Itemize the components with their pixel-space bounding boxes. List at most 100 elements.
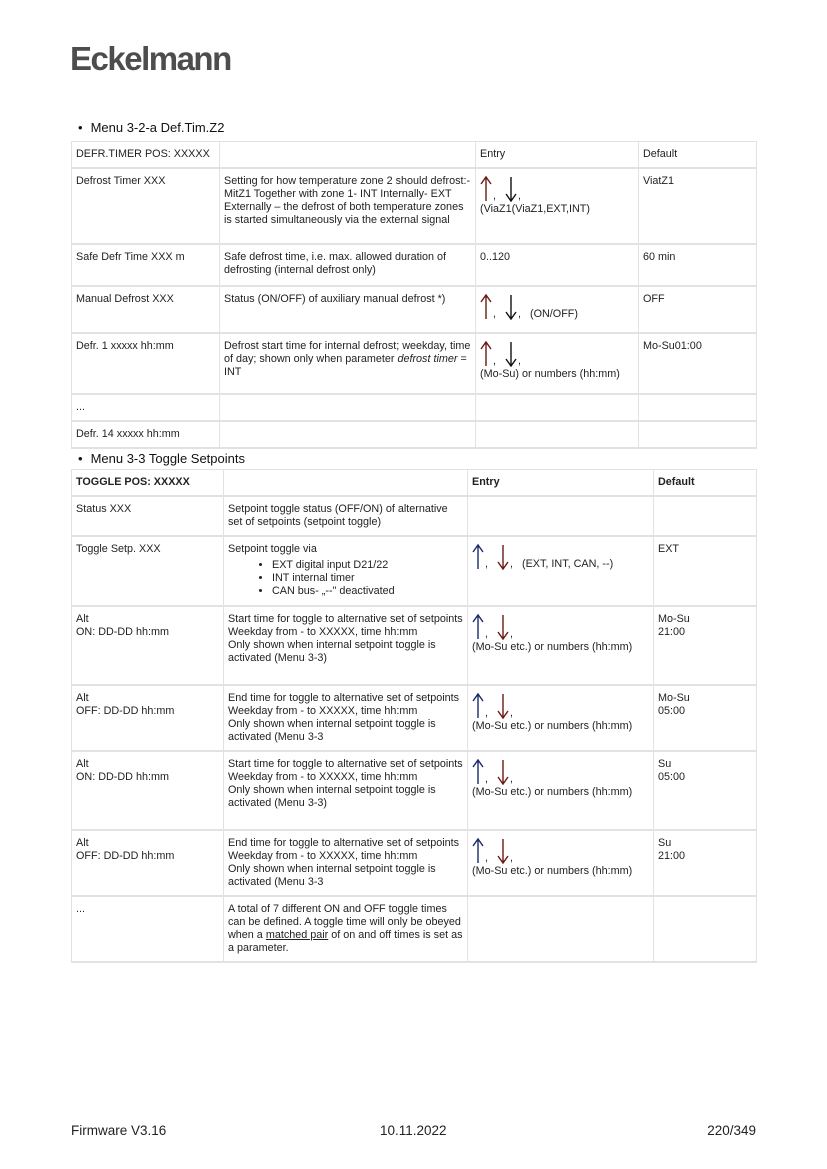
parameter-name-cell: Alt ON: DD-DD hh:mm [71,750,224,831]
default-value-line2: 05:00 [658,705,686,717]
column-header: Default [653,469,757,497]
entry-cell: ,, (Mo-Su etc.) or numbers (hh:mm) [467,684,654,752]
entry-text: (ViaZ1(ViaZ1,EXT,INT) [480,203,590,215]
description-cell: Status (ON/OFF) of auxiliary manual defr… [219,285,476,334]
description-line2: Weekday from - to XXXXX, time hh:mm [228,850,418,862]
entry-value: ,, (EXT, INT, CAN, --) [472,543,649,571]
arrow-up-icon [472,758,484,784]
description-cell: A total of 7 different ON and OFF toggle… [223,895,468,963]
description-text: Setpoint toggle via [228,543,317,555]
default-value: Su [658,837,672,849]
table-row: Defrost Timer XXX Setting for how tempera… [71,167,757,245]
default-cell [653,495,757,537]
entry-text: (Mo-Su etc.) or numbers (hh:mm) [472,641,633,653]
parameter-name-cell: ... [71,895,224,963]
parameter-name: Status XXX [76,503,132,515]
table-row: Alt OFF: DD-DD hh:mm End time for toggle t… [71,684,757,752]
description-cell [219,393,476,422]
description-line3: Only shown when internal setpoint toggle… [228,639,436,664]
description-cell: Start time for toggle to alternative set… [223,750,468,831]
section-title: Menu 3-2-a Def.Tim.Z2 [90,120,225,135]
entry-value: ,, (Mo-Su) or numbers (hh:mm) [480,340,634,381]
column-header: TOGGLE POS: XXXXX [71,469,224,497]
footer-date: 10.11.2022 [380,1123,447,1138]
default-value: OFF [643,293,665,305]
default-cell [653,895,757,963]
bullet-item: EXT digital input D21/22 [272,559,463,572]
parameter-name-cell: Defrost Timer XXX [71,167,220,245]
entry-cell [475,393,639,422]
default-cell: OFF [638,285,757,334]
eckelmann-logo: Eckelmann [70,40,232,77]
parameter-name-cell: Status XXX [71,495,224,537]
entry-value: ,, (Mo-Su etc.) or numbers (hh:mm) [472,692,649,733]
table-row: Defr. 1 xxxxx hh:mm Defrost start time fo… [71,332,757,395]
column-header: Entry [475,141,639,169]
entry-cell: ,, (EXT, INT, CAN, --) [467,535,654,607]
description-line2: Weekday from - to XXXXX, time hh:mm [228,705,418,717]
default-cell: 60 min [638,243,757,287]
default-value: Mo-Su [658,613,690,625]
default-value: EXT [658,543,679,555]
description-cell [219,420,476,449]
parameter-name: Defrost Timer XXX [76,175,166,187]
table-row: Defr. 14 xxxxx hh:mm [71,420,757,449]
default-cell: Mo-Su 05:00 [653,684,757,752]
parameter-name-cell: Alt OFF: DD-DD hh:mm [71,684,224,752]
parameter-name-cell: Alt ON: DD-DD hh:mm [71,605,224,686]
column-header [219,141,476,169]
entry-value: ,, (Mo-Su etc.) or numbers (hh:mm) [472,837,649,878]
parameter-name-line2: OFF: DD-DD hh:mm [76,850,175,862]
entry-cell [467,895,654,963]
description-cell: End time for toggle to alternative set o… [223,829,468,897]
table-row: Status XXX Setpoint toggle status (OFF/ON… [71,495,757,537]
default-cell: ViatZ1 [638,167,757,245]
bullet-item: CAN bus- „--" deactivated [272,585,463,598]
column-header: Default [638,141,757,169]
default-value: Mo-Su [658,692,690,704]
default-cell: Mo-Su01:00 [638,332,757,395]
description-cell: Setpoint toggle status (OFF/ON) of alter… [223,495,468,537]
table-header-row: TOGGLE POS: XXXXX Entry Default [71,469,757,497]
arrow-up-icon [480,175,492,201]
toggle-setpoints-table: TOGGLE POS: XXXXX Entry Default Status XXX S… [71,469,757,963]
entry-value: ,, (ON/OFF) [480,293,634,321]
table-row: ... A total of 7 different ON and OFF tog… [71,895,757,963]
arrow-up-icon [472,613,484,639]
table-row: ... [71,393,757,422]
default-cell [638,393,757,422]
parameter-name: ... [76,903,85,915]
arrow-up-icon [472,692,484,718]
description-text: Status (ON/OFF) of auxiliary manual defr… [224,293,446,305]
description-cell: Defrost start time for internal defrost;… [219,332,476,395]
table-row: Toggle Setp. XXX Setpoint toggle via EXT d… [71,535,757,607]
default-cell: EXT [653,535,757,607]
parameter-name: Safe Defr Time XXX m [76,251,185,263]
description-line3: Only shown when internal setpoint toggle… [228,863,436,888]
parameter-name-cell: Defr. 14 xxxxx hh:mm [71,420,220,449]
arrow-down-icon [505,342,517,368]
entry-cell [475,420,639,449]
arrow-down-icon [497,839,509,865]
footer-page-number: 220/349 [707,1123,756,1138]
arrow-up-icon [480,340,492,366]
default-value: 60 min [643,251,676,263]
parameter-name-cell: Alt OFF: DD-DD hh:mm [71,829,224,897]
description-text: Safe defrost time, i.e. max. allowed dur… [224,251,447,276]
description-line2: Weekday from - to XXXXX, time hh:mm [228,626,418,638]
entry-text: (EXT, INT, CAN, --) [522,558,614,570]
description-text: Start time for toggle to alternative set… [228,758,463,770]
description-text: A total of 7 different ON and OFF toggle… [228,903,461,941]
description-text: Setting for how temperature zone 2 shoul… [224,175,471,226]
description-text: Start time for toggle to alternative set… [228,613,463,625]
table-row: Manual Defrost XXX Status (ON/OFF) of aux… [71,285,757,334]
arrow-up-icon [472,837,484,863]
description-cell: Start time for toggle to alternative set… [223,605,468,686]
parameter-name: ... [76,401,85,413]
arrow-down-icon [505,295,517,321]
section-title: Menu 3-3 Toggle Setpoints [90,451,245,466]
description-text: Setpoint toggle status (OFF/ON) of alter… [228,503,448,528]
default-cell: Su 05:00 [653,750,757,831]
default-cell [638,420,757,449]
